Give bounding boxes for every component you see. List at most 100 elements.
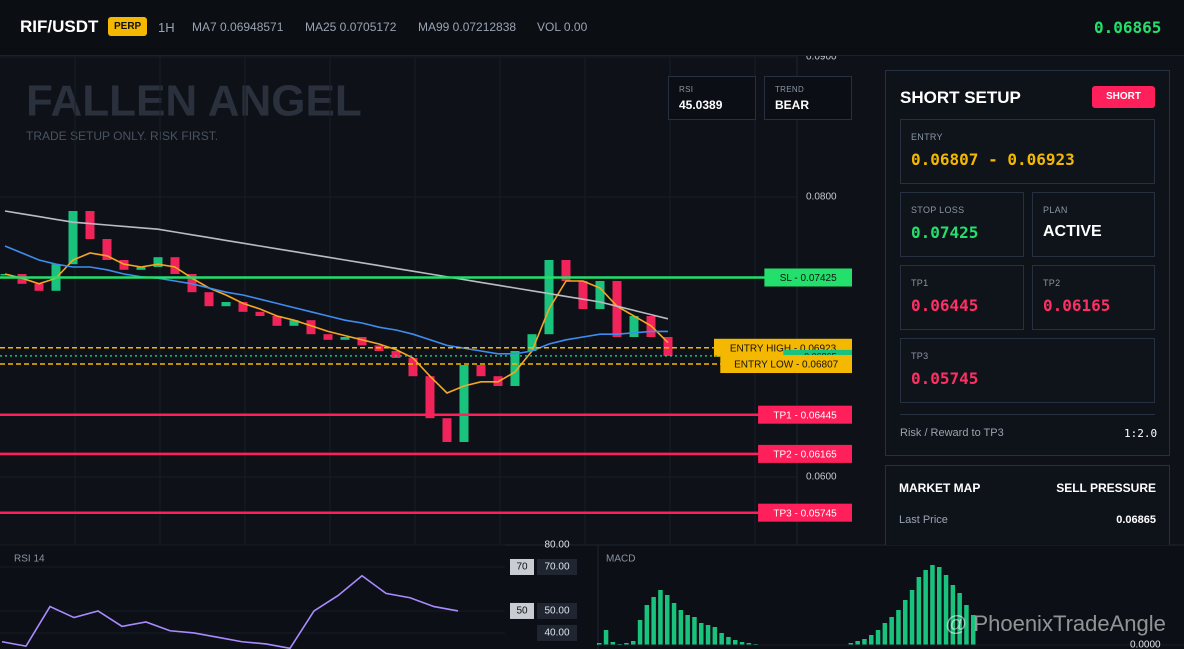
candle	[221, 302, 231, 307]
panel-title: SHORT SETUP	[900, 88, 1021, 107]
rr-value: 1:2.0	[1124, 427, 1158, 440]
candle	[170, 257, 180, 274]
macd-bar	[733, 640, 738, 645]
tp2-card: TP2 0.06165	[1032, 265, 1155, 330]
level-label-box	[758, 503, 852, 522]
candle	[663, 337, 673, 356]
candle	[153, 257, 163, 267]
candle	[442, 418, 452, 442]
macd-bar	[971, 615, 976, 645]
candle	[544, 260, 554, 335]
candle	[136, 267, 146, 270]
level-label-box	[758, 405, 852, 424]
candle	[289, 320, 299, 326]
card-label: TP1	[911, 278, 929, 288]
stat-label: TREND	[775, 85, 805, 94]
macd-bar	[882, 623, 888, 645]
header: RIF/USDT PERP 1H MA7 0.06948571 MA25 0.0…	[0, 0, 1184, 56]
candle	[357, 337, 367, 346]
card-value: ACTIVE	[1043, 223, 1102, 240]
macd-bar	[610, 642, 616, 645]
macd-bar	[896, 610, 901, 645]
candle	[306, 320, 316, 335]
level-box	[510, 602, 534, 619]
market-status: SELL PRESSURE	[1056, 481, 1156, 495]
macd-bar	[903, 600, 908, 645]
market-panel: MARKET MAP SELL PRESSURE Last Price 0.06…	[885, 465, 1170, 545]
macd-bar	[943, 575, 949, 645]
macd-bar	[624, 643, 629, 645]
candle	[34, 283, 44, 291]
candle	[391, 351, 401, 358]
macd-bar	[644, 605, 650, 645]
stat-label: RSI	[679, 85, 694, 94]
macd-bar	[637, 620, 643, 645]
macd-bar	[665, 595, 670, 645]
macd-bar	[964, 605, 969, 645]
level-label-box	[720, 355, 852, 374]
candle	[476, 365, 486, 377]
ma25-label: MA25 0.0705172	[305, 20, 397, 34]
level-label: TP1 - 0.06445	[773, 410, 837, 421]
macd-bar	[603, 630, 609, 645]
entry-card: ENTRY 0.06807 - 0.06923	[900, 119, 1155, 184]
macd-bar	[671, 603, 677, 645]
candle	[272, 316, 282, 326]
candle	[629, 316, 639, 337]
macd-bar	[923, 570, 928, 645]
tick-label-box	[537, 602, 577, 619]
macd-bar	[631, 641, 636, 645]
plan-card: PLAN ACTIVE	[1032, 192, 1155, 257]
moving-average	[4, 210, 669, 320]
card-label: TP2	[1043, 278, 1061, 288]
candle	[425, 376, 435, 419]
macd-bar	[862, 639, 867, 645]
rsi-line	[1, 574, 459, 649]
candle	[510, 351, 520, 386]
candle	[85, 211, 95, 239]
tick-label-box	[537, 624, 577, 641]
card-value: 0.06445	[911, 296, 979, 315]
card-label: ENTRY	[911, 132, 943, 142]
candle	[459, 365, 469, 442]
stat-value: BEAR	[775, 98, 810, 112]
macd-bar	[746, 643, 752, 645]
candle	[527, 334, 537, 351]
rsi-title: RSI 14	[14, 554, 45, 565]
card-value: 0.05745	[911, 369, 979, 388]
candle	[408, 358, 418, 377]
rsi-panel-bg	[0, 545, 598, 649]
stat-value: 45.0389	[679, 98, 723, 112]
candle	[102, 239, 112, 260]
macd-bar	[678, 610, 684, 645]
macd-title: MACD	[606, 554, 635, 565]
macd-bar	[651, 597, 656, 645]
y-tick-label: 0.0600	[806, 472, 837, 483]
macd-bar	[855, 641, 860, 645]
short-badge[interactable]: SHORT	[1092, 86, 1155, 108]
card-label: STOP LOSS	[911, 205, 965, 215]
watermark-title: FALLEN ANGEL	[26, 77, 362, 126]
trend-stat: TREND BEAR	[764, 76, 852, 120]
setup-panel: SHORT SETUP SHORT ENTRY 0.06807 - 0.06923…	[885, 70, 1170, 456]
macd-bar	[712, 627, 718, 645]
candle	[238, 302, 248, 312]
rsi-stat: RSI 45.0389	[668, 76, 756, 120]
stop-card: STOP LOSS 0.07425	[900, 192, 1024, 257]
macd-bar	[950, 585, 956, 645]
macd-bar	[937, 567, 942, 645]
macd-bar	[658, 590, 663, 645]
candle	[68, 211, 78, 265]
level-label: ENTRY HIGH - 0.06923	[730, 343, 837, 354]
card-value: 0.06807 - 0.06923	[911, 150, 1075, 169]
y-tick-label: 50.00	[544, 606, 569, 617]
rr-label: Risk / Reward to TP3	[900, 427, 1004, 439]
y-tick-label: 80.00	[544, 540, 569, 551]
perp-badge: PERP	[108, 17, 148, 36]
tick-label-box	[537, 558, 577, 575]
watermark-subtitle: TRADE SETUP ONLY. RISK FIRST.	[26, 129, 218, 143]
macd-bar	[909, 590, 915, 645]
macd-bar	[597, 643, 602, 645]
y-tick-label: 70.00	[544, 562, 569, 573]
